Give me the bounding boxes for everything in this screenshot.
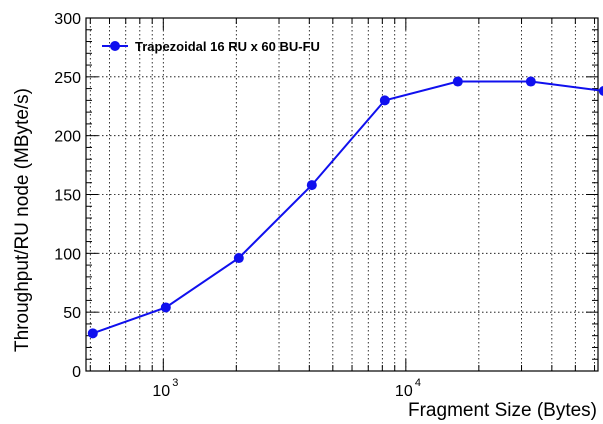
legend-entry: Trapezoidal 16 RU x 60 BU-FU (135, 39, 320, 54)
grid (86, 18, 598, 371)
y-tick-label: 50 (63, 305, 81, 322)
y-tick-label: 100 (54, 246, 81, 263)
legend-point-marker (110, 41, 120, 51)
data-point (87, 328, 98, 339)
y-tick-label: 250 (54, 70, 81, 87)
y-tick-label: 0 (72, 364, 81, 381)
x-tick-label: 10 (395, 383, 413, 400)
x-tick-label: 10 (152, 383, 170, 400)
data-point (525, 76, 536, 87)
data-point (160, 302, 171, 313)
data-point (233, 253, 244, 264)
x-axis-title: Fragment Size (Bytes) (408, 400, 597, 421)
data-point (306, 180, 317, 191)
series (87, 76, 603, 339)
y-tick-label: 200 (54, 129, 81, 146)
series-line (92, 80, 603, 335)
x-tick-label-exponent: 3 (172, 377, 178, 389)
data-point (452, 76, 463, 87)
y-tick-label: 150 (54, 188, 81, 205)
data-point (379, 95, 390, 106)
y-axis-title: Throughput/RU node (MByte/s) (12, 88, 33, 352)
x-tick-label-exponent: 4 (415, 377, 421, 389)
y-tick-label: 300 (54, 11, 81, 28)
data-point (598, 86, 603, 96)
legend: Trapezoidal 16 RU x 60 BU-FU (102, 39, 320, 54)
